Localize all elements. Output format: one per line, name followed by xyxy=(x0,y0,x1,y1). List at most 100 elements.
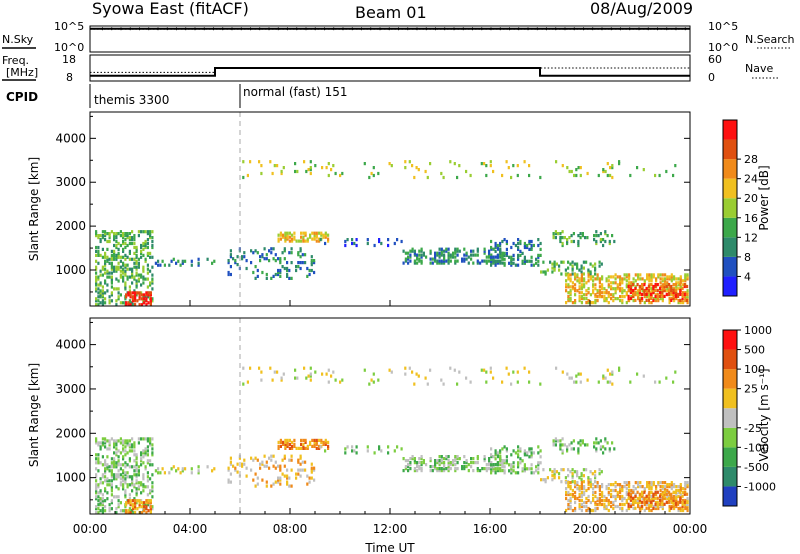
velocity-cell xyxy=(284,442,287,446)
velocity-cell xyxy=(144,447,147,451)
power-cell xyxy=(677,277,680,281)
velocity-cell xyxy=(488,461,491,465)
velocity-cell xyxy=(144,449,147,453)
power-cell xyxy=(643,290,646,295)
power-cell xyxy=(674,290,677,295)
power-cell xyxy=(113,251,116,255)
velocity-cell xyxy=(303,366,306,370)
velocity-cell xyxy=(605,506,608,511)
power-cell xyxy=(246,173,249,178)
velocity-cell xyxy=(104,445,107,449)
power-cell xyxy=(418,257,421,261)
power-cell xyxy=(521,261,524,265)
power-cell xyxy=(540,270,543,274)
power-cell xyxy=(243,255,246,259)
power-cell xyxy=(461,259,464,263)
power-cell xyxy=(607,295,610,299)
power-cell xyxy=(642,168,645,172)
velocity-cell xyxy=(140,499,143,503)
power-cell xyxy=(507,166,510,170)
velocity-cell xyxy=(142,461,145,465)
power-cell xyxy=(104,291,107,295)
velocity-cell xyxy=(580,483,583,487)
velocity-cell xyxy=(119,463,122,467)
power-cell xyxy=(404,251,407,255)
velocity-cell xyxy=(641,485,644,489)
power-cell xyxy=(605,299,608,303)
power-cell xyxy=(97,287,100,291)
velocity-cell xyxy=(582,474,585,478)
velocity-colorbar-swatch xyxy=(723,330,737,350)
power-cell xyxy=(447,253,450,257)
velocity-cell xyxy=(135,455,138,459)
velocity-cell xyxy=(666,494,669,499)
velocity-cell xyxy=(592,492,595,497)
power-cell xyxy=(571,281,574,285)
velocity-cell xyxy=(134,503,137,507)
velocity-cell xyxy=(596,506,599,511)
power-cell xyxy=(661,289,664,293)
power-cell xyxy=(650,277,653,281)
power-cell xyxy=(661,284,664,289)
velocity-cell xyxy=(682,490,685,495)
velocity-cell xyxy=(679,500,682,504)
power-cell xyxy=(686,277,689,281)
power-cell xyxy=(108,301,111,305)
power-cell xyxy=(663,288,666,293)
velocity-cell xyxy=(234,468,237,472)
velocity-cell xyxy=(551,470,554,474)
power-cell xyxy=(274,259,277,263)
power-cell xyxy=(574,277,577,281)
velocity-cell xyxy=(565,508,568,513)
velocity-cell xyxy=(341,378,344,382)
velocity-cell xyxy=(494,471,497,475)
velocity-cell xyxy=(603,502,606,507)
velocity-cell xyxy=(567,506,570,511)
velocity-cell xyxy=(140,491,143,495)
velocity-cell xyxy=(521,469,524,473)
power-cell xyxy=(355,238,358,242)
power-cell xyxy=(501,255,504,259)
power-cell xyxy=(612,275,615,279)
velocity-cell xyxy=(135,479,138,483)
power-cell xyxy=(146,238,149,242)
velocity-cell xyxy=(324,440,327,444)
velocity-cell xyxy=(576,483,579,487)
power-cell xyxy=(104,253,107,257)
power-cell xyxy=(603,295,606,299)
power-cell xyxy=(646,275,649,279)
velocity-cell xyxy=(601,492,604,497)
velocity-cell xyxy=(454,459,457,463)
velocity-cell xyxy=(322,442,325,446)
velocity-cell xyxy=(104,467,107,471)
power-cell xyxy=(582,260,585,264)
velocity-cell xyxy=(390,370,393,374)
velocity-cell xyxy=(571,474,574,478)
power-cell xyxy=(299,266,302,271)
velocity-cell xyxy=(113,463,116,467)
velocity-cell xyxy=(277,446,280,450)
velocity-cell xyxy=(563,443,566,447)
velocity-cell xyxy=(499,463,502,467)
power-cell xyxy=(113,238,116,242)
velocity-cell xyxy=(145,507,148,511)
velocity-cell xyxy=(297,446,300,450)
velocity-cell xyxy=(657,483,660,487)
velocity-cell xyxy=(611,382,614,386)
velocity-cell xyxy=(135,475,138,479)
velocity-cell xyxy=(396,445,399,449)
power-cell xyxy=(521,259,524,263)
power-cell xyxy=(115,299,118,303)
power-cell xyxy=(286,237,289,241)
power-cell xyxy=(670,297,673,301)
velocity-cell xyxy=(434,459,437,463)
power-cell xyxy=(149,303,152,307)
power-cell xyxy=(512,164,515,168)
velocity-cell xyxy=(686,481,689,485)
power-cell xyxy=(650,279,653,283)
velocity-cell xyxy=(129,503,132,507)
x-tick-label: 00:00 xyxy=(73,522,108,536)
power-cell xyxy=(512,241,515,246)
power-cell xyxy=(443,255,446,259)
